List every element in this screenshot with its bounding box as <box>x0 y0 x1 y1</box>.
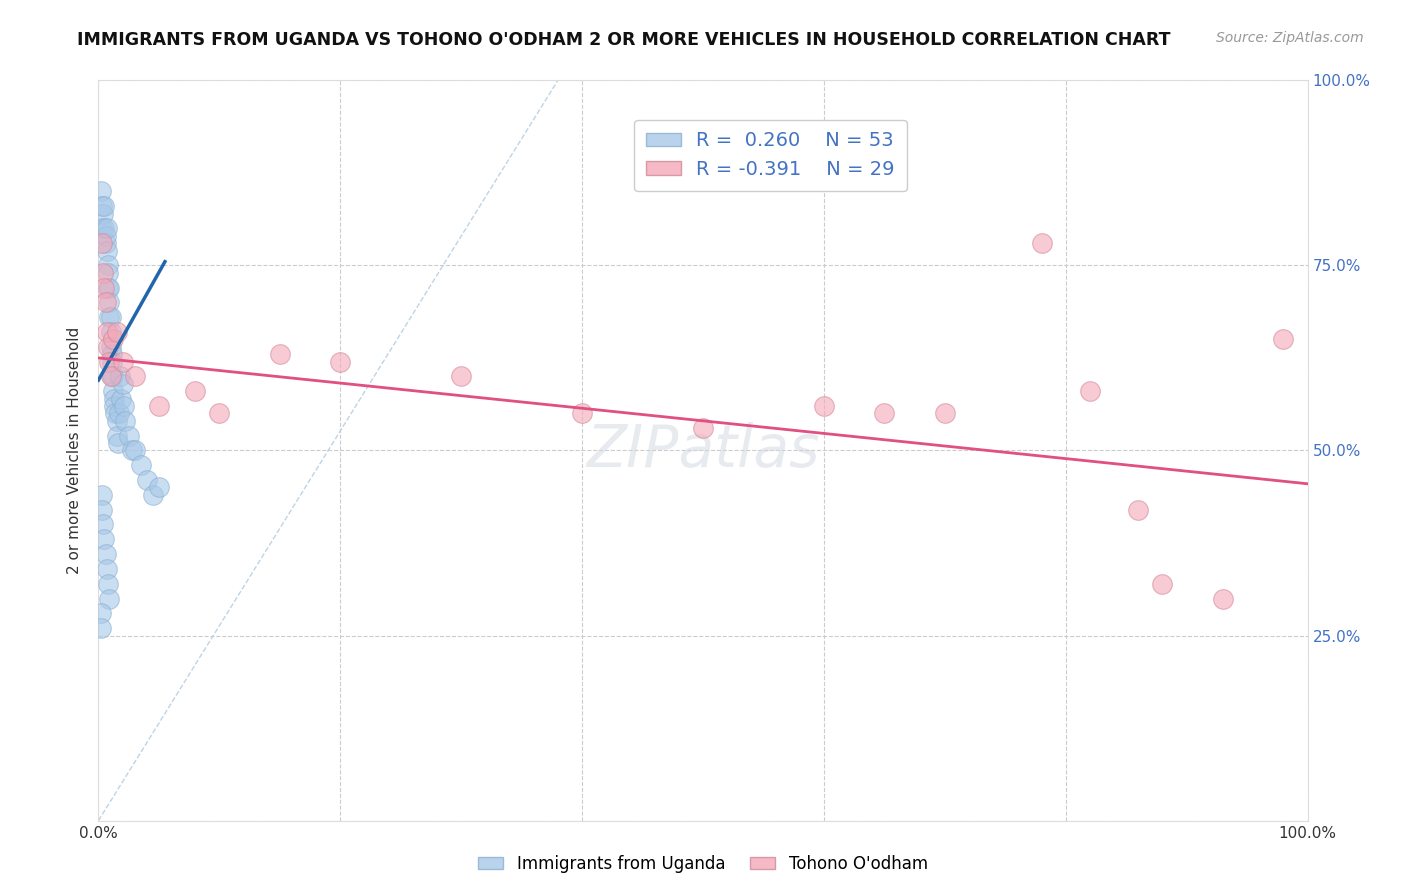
Point <box>1128 502 1150 516</box>
Point <box>90 184 112 198</box>
Point <box>94 228 117 243</box>
Point <box>103 392 125 406</box>
Point <box>114 414 136 428</box>
Point <box>1272 332 1295 346</box>
Point <box>1078 384 1101 399</box>
Point <box>97 280 120 294</box>
Point <box>329 354 352 368</box>
Point <box>94 236 117 251</box>
Point <box>91 199 114 213</box>
Y-axis label: 2 or more Vehicles in Household: 2 or more Vehicles in Household <box>67 326 83 574</box>
Point <box>124 443 146 458</box>
Point <box>98 310 121 325</box>
Point <box>98 280 121 294</box>
Point <box>934 407 956 421</box>
Point <box>97 340 120 354</box>
Point <box>91 236 114 251</box>
Point <box>100 340 122 354</box>
Point <box>91 488 114 502</box>
Point <box>94 295 117 310</box>
Point <box>873 407 896 421</box>
Point <box>100 369 122 384</box>
Point <box>142 488 165 502</box>
Point <box>100 347 122 361</box>
Point <box>93 280 115 294</box>
Point <box>111 376 134 391</box>
Point <box>571 407 593 421</box>
Point <box>101 384 124 399</box>
Point <box>121 443 143 458</box>
Point <box>110 392 132 406</box>
Point <box>112 399 135 413</box>
Point <box>813 399 835 413</box>
Point <box>107 436 129 450</box>
Point <box>105 414 128 428</box>
Point <box>124 369 146 384</box>
Point <box>104 407 127 421</box>
Point <box>98 295 121 310</box>
Point <box>96 325 118 339</box>
Text: Source: ZipAtlas.com: Source: ZipAtlas.com <box>1216 31 1364 45</box>
Point <box>90 607 112 621</box>
Point <box>692 421 714 435</box>
Point <box>148 480 170 494</box>
Text: IMMIGRANTS FROM UGANDA VS TOHONO O'ODHAM 2 OR MORE VEHICLES IN HOUSEHOLD CORRELA: IMMIGRANTS FROM UGANDA VS TOHONO O'ODHAM… <box>77 31 1171 49</box>
Point <box>103 399 125 413</box>
Point <box>118 428 141 442</box>
Point <box>90 621 112 635</box>
Legend: R =  0.260    N = 53, R = -0.391    N = 29: R = 0.260 N = 53, R = -0.391 N = 29 <box>634 120 907 191</box>
Point <box>108 407 131 421</box>
Point <box>101 369 124 384</box>
Point <box>1152 576 1174 591</box>
Point <box>1212 591 1234 606</box>
Point <box>269 347 291 361</box>
Point <box>98 591 121 606</box>
Point <box>98 354 121 368</box>
Point <box>148 399 170 413</box>
Point <box>91 221 114 235</box>
Point <box>108 369 131 384</box>
Point <box>97 266 120 280</box>
Point <box>101 332 124 346</box>
Point <box>100 325 122 339</box>
Point <box>91 517 114 532</box>
Point <box>100 369 122 384</box>
Point <box>100 354 122 368</box>
Point <box>129 458 152 473</box>
Point <box>208 407 231 421</box>
Point <box>91 206 114 220</box>
Point <box>96 221 118 235</box>
Point <box>105 428 128 442</box>
Point <box>100 310 122 325</box>
Text: ZIPatlas: ZIPatlas <box>586 422 820 479</box>
Point <box>96 244 118 258</box>
Point <box>135 473 157 487</box>
Point <box>184 384 207 399</box>
Point <box>97 576 120 591</box>
Point <box>111 354 134 368</box>
Point <box>105 325 128 339</box>
Point <box>96 562 118 576</box>
Legend: Immigrants from Uganda, Tohono O'odham: Immigrants from Uganda, Tohono O'odham <box>471 848 935 880</box>
Point <box>93 221 115 235</box>
Point <box>450 369 472 384</box>
Point <box>97 259 120 273</box>
Point <box>91 502 114 516</box>
Point <box>93 199 115 213</box>
Point <box>94 547 117 561</box>
Point <box>93 533 115 547</box>
Point <box>1031 236 1053 251</box>
Point <box>91 266 114 280</box>
